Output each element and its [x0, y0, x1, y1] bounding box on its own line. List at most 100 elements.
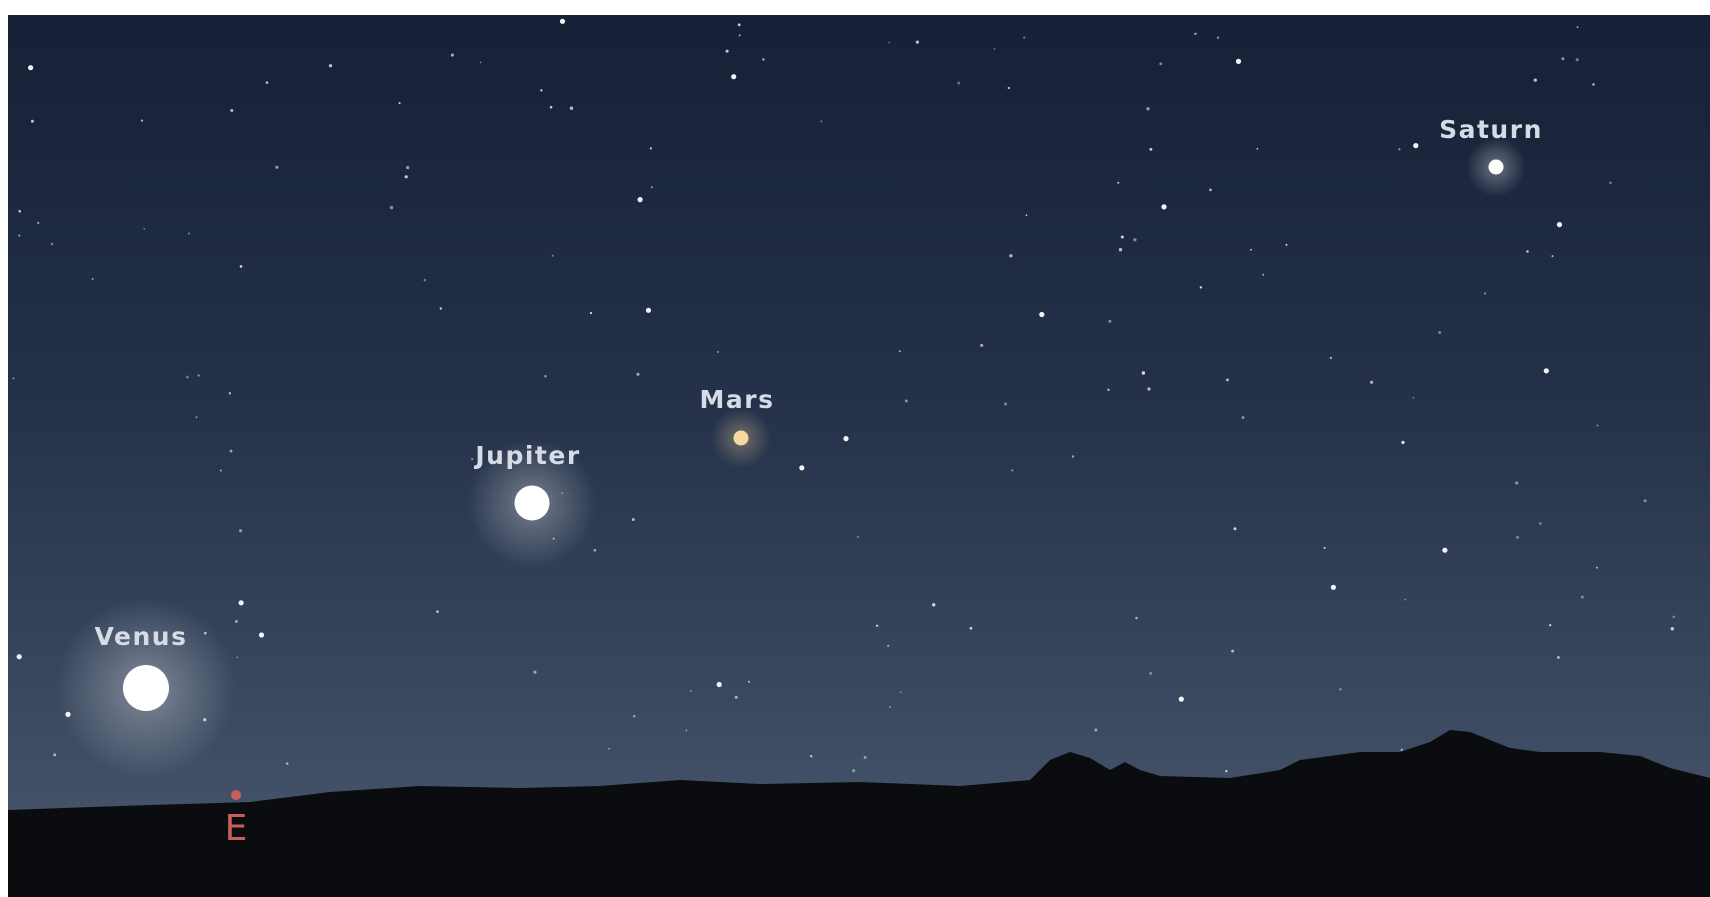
star — [286, 762, 288, 764]
star — [887, 645, 889, 647]
star — [799, 465, 804, 470]
star — [1597, 425, 1599, 427]
star — [1133, 238, 1136, 241]
star — [1147, 387, 1150, 390]
star — [1398, 148, 1400, 150]
star — [1250, 249, 1252, 251]
star — [18, 210, 21, 213]
star — [1225, 770, 1227, 772]
star — [1262, 274, 1264, 276]
star — [1146, 107, 1149, 110]
star — [1592, 83, 1594, 85]
star — [1217, 36, 1219, 38]
star — [590, 312, 592, 314]
star — [1231, 650, 1234, 653]
star — [864, 756, 867, 759]
star — [230, 109, 233, 112]
star — [646, 308, 651, 313]
star — [186, 376, 189, 379]
star — [1008, 87, 1010, 89]
star — [143, 228, 145, 230]
star — [1236, 59, 1241, 64]
planet-mars — [734, 431, 749, 446]
star — [1209, 189, 1212, 192]
star — [651, 186, 653, 188]
star — [1009, 254, 1012, 257]
star — [1577, 26, 1579, 28]
star — [1576, 58, 1579, 61]
star — [1039, 312, 1044, 317]
star — [552, 255, 554, 257]
star — [240, 265, 243, 268]
star — [1004, 403, 1007, 406]
star — [229, 392, 231, 394]
star — [1534, 78, 1537, 81]
star — [570, 107, 573, 110]
star — [1438, 331, 1441, 334]
star — [1484, 292, 1486, 294]
star — [275, 166, 278, 169]
star — [738, 23, 741, 26]
star — [1117, 182, 1119, 184]
star — [1561, 57, 1564, 60]
star — [686, 730, 688, 732]
star — [1256, 148, 1258, 150]
star — [957, 82, 960, 85]
star — [739, 34, 741, 36]
star — [235, 620, 238, 623]
star — [638, 197, 643, 202]
star — [399, 102, 401, 104]
star — [1121, 236, 1124, 239]
star — [1159, 62, 1162, 65]
star — [1544, 368, 1549, 373]
star — [636, 373, 639, 376]
star — [1413, 397, 1415, 399]
star — [1149, 672, 1152, 675]
star — [735, 696, 738, 699]
star — [1226, 379, 1229, 382]
star — [1370, 381, 1373, 384]
page: Saturn Mars Jupiter Venus E (() => { con… — [0, 0, 1710, 897]
star — [994, 48, 996, 50]
star — [1107, 389, 1109, 391]
planet-label: Saturn — [1439, 115, 1543, 144]
star — [1330, 357, 1332, 359]
star — [198, 374, 200, 376]
star — [900, 691, 902, 693]
planet-label: Venus — [95, 622, 188, 651]
star — [188, 233, 190, 235]
star — [141, 120, 143, 122]
star — [857, 536, 859, 538]
star — [899, 350, 901, 352]
star — [440, 307, 442, 309]
star — [888, 42, 890, 44]
star — [540, 89, 542, 91]
star — [329, 64, 332, 67]
star — [1161, 204, 1166, 209]
star — [53, 753, 56, 756]
star — [1331, 585, 1336, 590]
star — [1516, 536, 1519, 539]
star — [92, 278, 94, 280]
star — [1194, 33, 1196, 35]
compass-marker — [231, 790, 241, 800]
star — [1401, 441, 1404, 444]
star — [424, 279, 427, 282]
star — [1094, 729, 1097, 732]
planet-jupiter — [515, 486, 550, 521]
star — [748, 681, 750, 683]
star — [1526, 250, 1529, 253]
star — [717, 351, 719, 353]
star — [1413, 143, 1418, 148]
star — [810, 755, 812, 757]
star — [17, 654, 22, 659]
star — [726, 50, 729, 53]
star — [1644, 499, 1647, 502]
star — [1026, 214, 1028, 216]
star — [632, 518, 635, 521]
star — [220, 469, 222, 471]
star — [236, 657, 238, 659]
star — [1404, 599, 1406, 601]
star — [1442, 548, 1447, 553]
star — [550, 106, 553, 109]
